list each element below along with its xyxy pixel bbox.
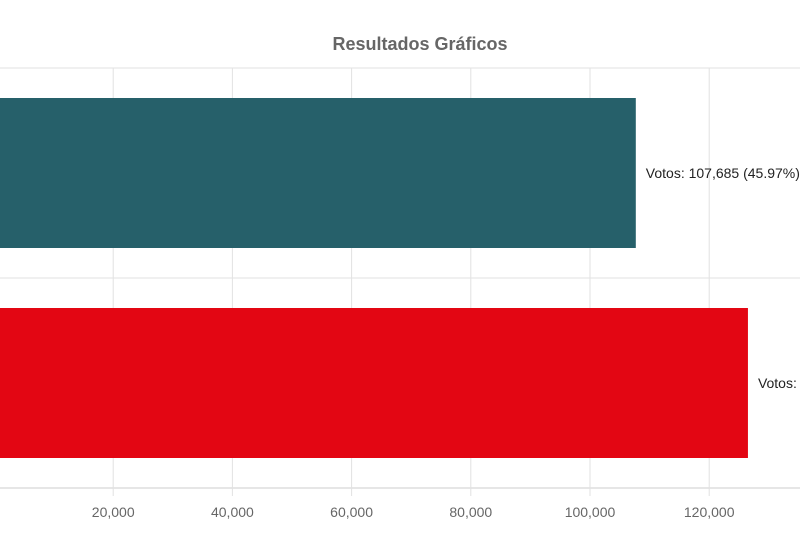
- bar[interactable]: [0, 98, 636, 248]
- bar-data-label: Votos: 107,685 (45.97%): [646, 165, 800, 181]
- chart-title: Resultados Gráficos: [332, 34, 508, 54]
- x-tick-label: 80,000: [449, 504, 492, 520]
- bars-layer: [0, 98, 748, 458]
- bar-data-label: Votos: 126,5: [758, 375, 800, 391]
- bar[interactable]: [0, 308, 748, 458]
- x-tick-label: 100,000: [565, 504, 616, 520]
- x-tick-label: 120,000: [684, 504, 735, 520]
- x-axis-ticks: 20,00040,00060,00080,000100,000120,00014…: [92, 504, 735, 520]
- x-tick-label: 20,000: [92, 504, 135, 520]
- labels-layer: Votos: 107,685 (45.97%) Votos: 126,5: [646, 165, 800, 391]
- x-tick-label: 60,000: [330, 504, 373, 520]
- x-tick-label: 40,000: [211, 504, 254, 520]
